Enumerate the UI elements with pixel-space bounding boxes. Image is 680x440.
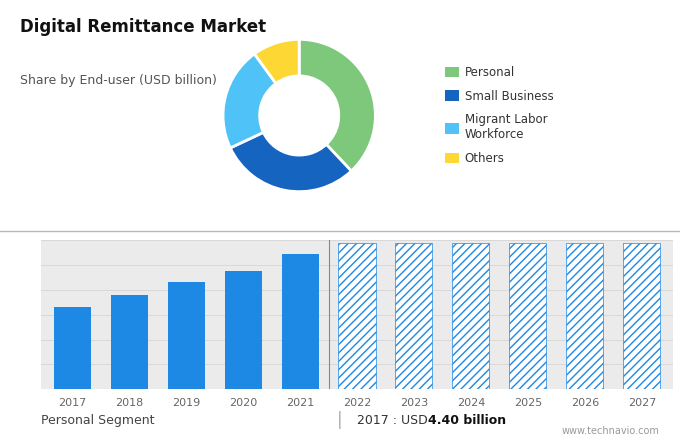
Text: Digital Remittance Market: Digital Remittance Market — [20, 18, 267, 37]
Bar — [54, 307, 90, 389]
Wedge shape — [299, 39, 375, 171]
Bar — [339, 243, 375, 389]
Bar — [452, 243, 490, 389]
Text: |: | — [337, 411, 343, 429]
Bar — [509, 243, 547, 389]
Bar — [566, 243, 603, 389]
Legend: Personal, Small Business, Migrant Labor
Workforce, Others: Personal, Small Business, Migrant Labor … — [445, 66, 554, 165]
Bar — [224, 271, 262, 389]
Text: 4.40 billion: 4.40 billion — [428, 414, 507, 427]
Bar — [167, 282, 205, 389]
Bar — [282, 254, 318, 389]
Wedge shape — [223, 54, 276, 148]
Bar — [111, 295, 148, 389]
Wedge shape — [231, 132, 352, 192]
Text: 2017 : USD: 2017 : USD — [357, 414, 432, 427]
Bar — [396, 243, 432, 389]
Bar — [624, 243, 660, 389]
Text: Personal Segment: Personal Segment — [41, 414, 154, 427]
Text: Share by End-user (USD billion): Share by End-user (USD billion) — [20, 74, 218, 87]
Wedge shape — [254, 39, 299, 84]
Text: www.technavio.com: www.technavio.com — [562, 426, 660, 436]
